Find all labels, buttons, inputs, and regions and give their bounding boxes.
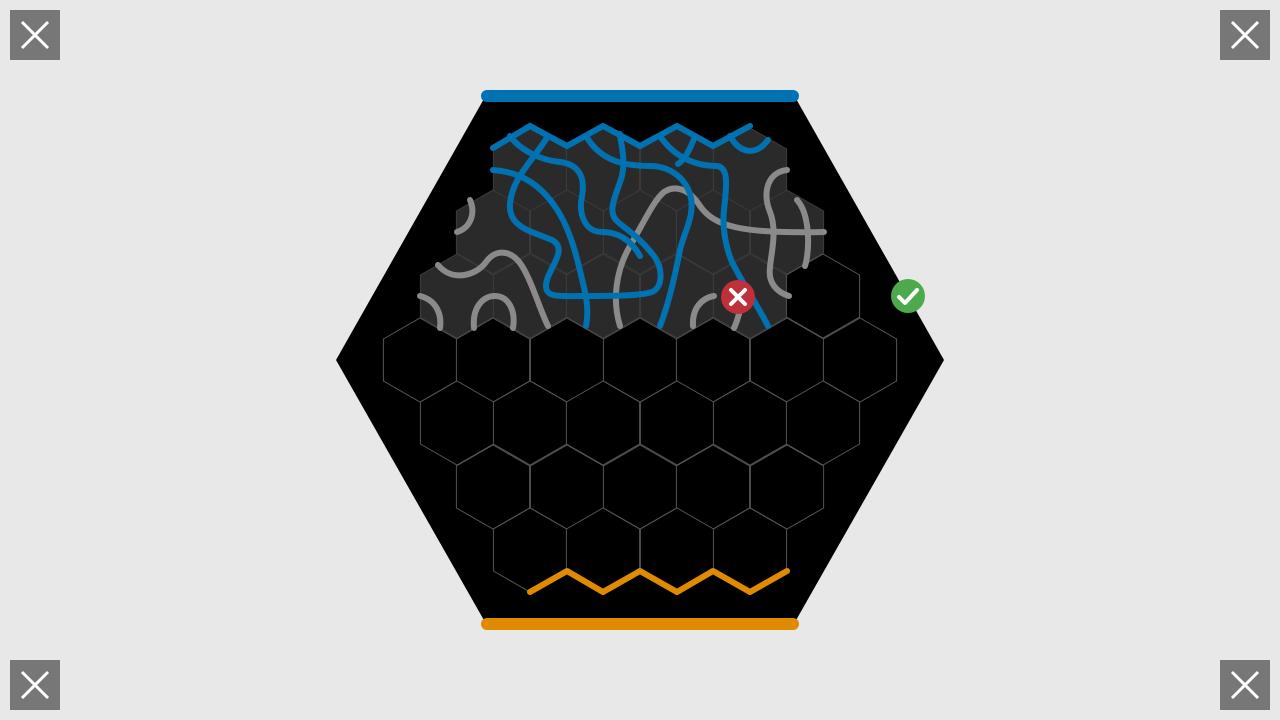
- neutral-path: [763, 167, 792, 299]
- close-icon: [20, 20, 50, 50]
- blue-path: [507, 133, 643, 259]
- neutral-path: [612, 185, 827, 329]
- neutral-paths: [417, 167, 827, 331]
- empty-hex-cell[interactable]: [565, 380, 641, 466]
- close-button-top-left[interactable]: [10, 10, 60, 60]
- orange-path: [527, 568, 790, 595]
- blue-path: [506, 131, 664, 300]
- close-icon: [1230, 20, 1260, 50]
- check-icon: [897, 288, 919, 305]
- close-button-bottom-left[interactable]: [10, 660, 60, 710]
- neutral-path: [794, 197, 812, 269]
- neutral-path: [689, 293, 717, 329]
- reject-button[interactable]: [721, 280, 755, 314]
- neutral-path: [470, 292, 517, 331]
- close-icon: [1230, 670, 1260, 700]
- blue-path: [583, 133, 695, 329]
- close-button-bottom-right[interactable]: [1220, 660, 1270, 710]
- neutral-path: [417, 293, 444, 331]
- confirm-button[interactable]: [891, 279, 925, 313]
- neutral-path: [454, 197, 476, 235]
- neutral-path: [435, 249, 551, 329]
- empty-hex-cell[interactable]: [785, 380, 861, 466]
- blue-path: [675, 133, 698, 167]
- empty-hex-cell[interactable]: [785, 253, 861, 339]
- x-icon: [729, 288, 747, 306]
- blue-path: [727, 133, 771, 154]
- close-button-top-right[interactable]: [1220, 10, 1270, 60]
- blue-paths: [490, 122, 771, 329]
- blue-path: [490, 167, 591, 329]
- close-icon: [20, 670, 50, 700]
